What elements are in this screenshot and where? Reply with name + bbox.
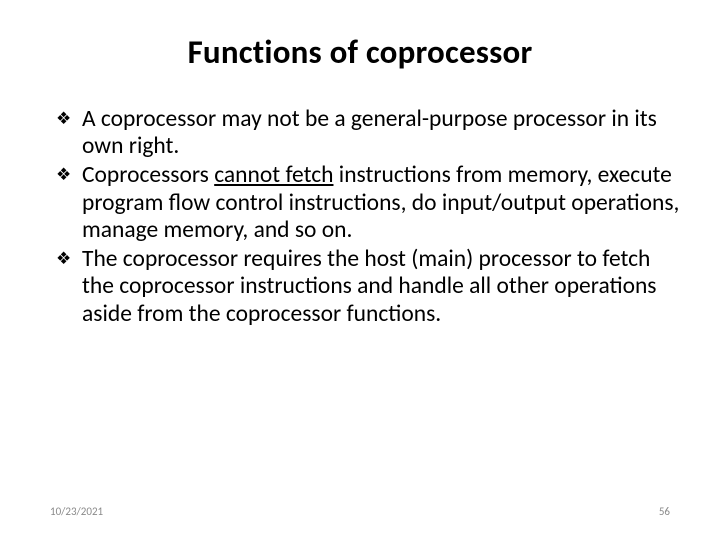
slide: Functions of coprocessor ❖ A coprocessor… (0, 0, 720, 540)
bullet-text-pre: The coprocessor requires the host (main)… (82, 245, 657, 328)
slide-footer: 10/23/2021 56 (0, 505, 720, 518)
list-item: ❖ The coprocessor requires the host (mai… (58, 246, 680, 328)
bullet-text-pre: Coprocessors (82, 161, 214, 189)
list-item: ❖ A coprocessor may not be a general-pur… (58, 106, 680, 161)
diamond-bullet-icon: ❖ (56, 250, 71, 267)
slide-title: Functions of coprocessor (40, 34, 680, 72)
bullet-text-underline: cannot fetch (214, 161, 333, 189)
bullet-text-pre: A coprocessor may not be a general-purpo… (82, 105, 657, 160)
diamond-bullet-icon: ❖ (56, 166, 71, 183)
diamond-bullet-icon: ❖ (56, 110, 71, 127)
footer-page-number: 56 (659, 505, 670, 518)
list-item: ❖ Coprocessors cannot fetch instructions… (58, 162, 680, 244)
footer-date: 10/23/2021 (50, 505, 103, 518)
bullet-list: ❖ A coprocessor may not be a general-pur… (40, 106, 680, 328)
